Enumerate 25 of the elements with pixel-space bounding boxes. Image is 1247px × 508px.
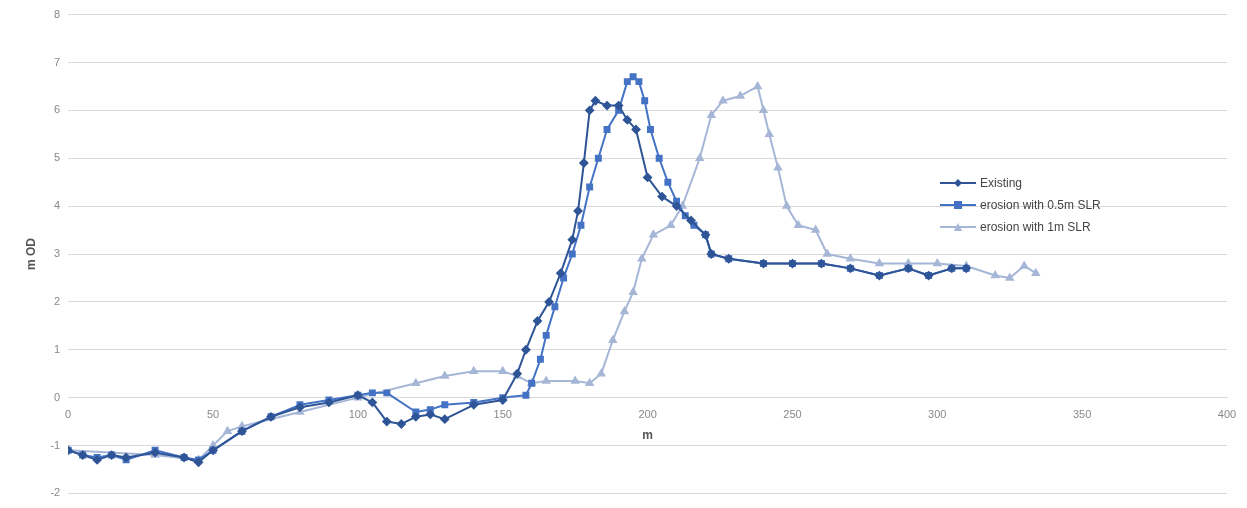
legend-label: erosion with 1m SLR bbox=[980, 220, 1091, 234]
y-tick-label: 3 bbox=[54, 247, 61, 260]
x-axis-title: m bbox=[642, 428, 653, 443]
y-tick-label: -1 bbox=[50, 438, 61, 451]
y-tick-label: 6 bbox=[54, 103, 61, 116]
y-tick-label: 0 bbox=[54, 390, 61, 403]
y-tick-label: 2 bbox=[54, 294, 61, 307]
x-tick-label: 200 bbox=[638, 408, 657, 421]
x-tick-label: 150 bbox=[493, 408, 512, 421]
y-tick-label: 4 bbox=[54, 199, 61, 212]
x-tick-label: 50 bbox=[206, 408, 220, 421]
legend-label: erosion with 0.5m SLR bbox=[980, 198, 1101, 212]
x-tick-label: 300 bbox=[928, 408, 947, 421]
x-tick-label: 250 bbox=[783, 408, 802, 421]
x-tick-label: 350 bbox=[1072, 408, 1092, 421]
y-tick-label: 7 bbox=[54, 55, 61, 68]
y-tick-label: 8 bbox=[54, 7, 61, 20]
y-tick-label: -2 bbox=[50, 486, 61, 499]
x-tick-label: 400 bbox=[1217, 408, 1237, 421]
legend-label: Existing bbox=[980, 176, 1023, 190]
y-tick-label: 5 bbox=[54, 151, 61, 164]
y-tick-label: 1 bbox=[54, 342, 61, 355]
x-tick-label: 100 bbox=[348, 408, 368, 421]
x-tick-label: 0 bbox=[65, 408, 72, 421]
y-axis-title: m OD bbox=[23, 237, 38, 271]
